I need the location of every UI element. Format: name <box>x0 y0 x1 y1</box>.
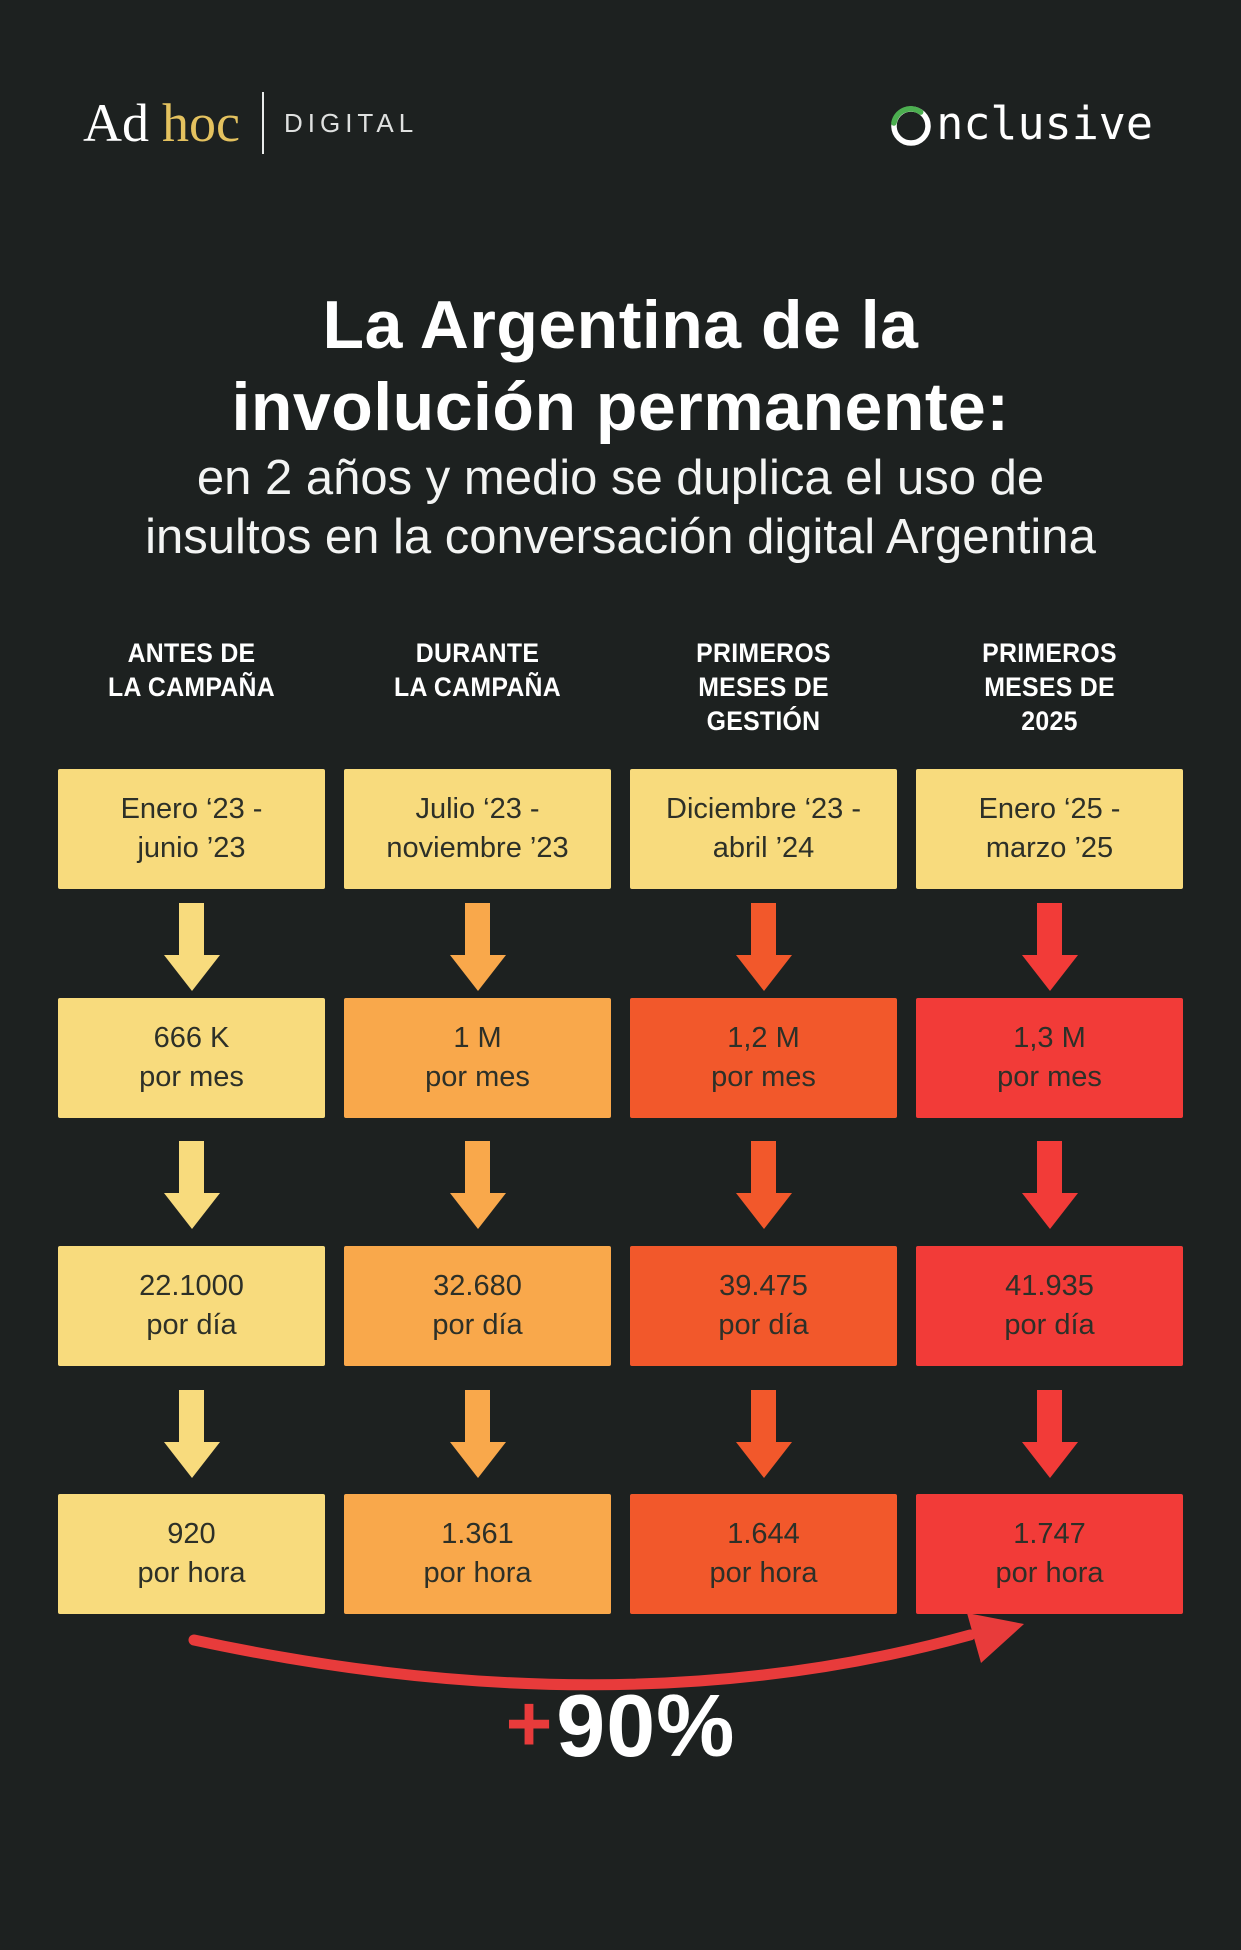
page-title: La Argentina de la involución permanente… <box>231 286 1010 445</box>
arrow-row-3 <box>58 1390 1183 1478</box>
column-header-durante-campana: DURANTE LA CAMPAÑA <box>394 638 561 703</box>
per-month-box-col3: 1,2 M por mes <box>630 998 897 1118</box>
down-arrow-icon <box>1021 1141 1078 1229</box>
per-hour-row: 920 por hora 1.361 por hora 1.644 por ho… <box>58 1494 1183 1614</box>
growth-label: +90% <box>0 1676 1241 1775</box>
onclusive-logo: nclusive <box>888 97 1153 150</box>
per-hour-box-col4: 1.747 por hora <box>916 1494 1183 1614</box>
per-month-box-col4: 1,3 M por mes <box>916 998 1183 1118</box>
down-arrow-icon <box>449 903 506 991</box>
down-arrow-icon <box>735 1141 792 1229</box>
per-month-box-col2: 1 M por mes <box>344 998 611 1118</box>
per-hour-box-col3: 1.644 por hora <box>630 1494 897 1614</box>
adhoc-digital-text: DIGITAL <box>283 107 419 138</box>
down-arrow-icon <box>449 1390 506 1478</box>
adhoc-ad-text: Ad <box>83 93 149 153</box>
per-month-row: 666 K por mes 1 M por mes 1,2 M por mes … <box>58 998 1183 1118</box>
period-box-col1: Enero ‘23 - junio ’23 <box>58 769 325 889</box>
arrow-row-2 <box>58 1141 1183 1229</box>
per-hour-box-col2: 1.361 por hora <box>344 1494 611 1614</box>
period-row: Enero ‘23 - junio ’23 Julio ‘23 - noviem… <box>58 769 1183 889</box>
column-headers-row: ANTES DE LA CAMPAÑA DURANTE LA CAMPAÑA P… <box>58 636 1183 738</box>
period-box-col2: Julio ‘23 - noviembre ’23 <box>344 769 611 889</box>
page-subtitle: en 2 años y medio se duplica el uso de i… <box>145 450 1096 565</box>
down-arrow-icon <box>163 1141 220 1229</box>
growth-plus-sign: + <box>505 1679 554 1768</box>
down-arrow-icon <box>163 1390 220 1478</box>
per-day-box-col1: 22.1000 por día <box>58 1246 325 1366</box>
column-header-antes-campana: ANTES DE LA CAMPAÑA <box>108 638 275 703</box>
growth-curve-arrow-icon <box>188 1613 1024 1691</box>
down-arrow-icon <box>449 1141 506 1229</box>
per-day-box-col2: 32.680 por día <box>344 1246 611 1366</box>
per-day-box-col3: 39.475 por día <box>630 1246 897 1366</box>
adhoc-digital-logo: Ad hoc DIGITAL <box>83 92 418 154</box>
per-hour-box-col1: 920 por hora <box>58 1494 325 1614</box>
period-box-col3: Diciembre ‘23 - abril ’24 <box>630 769 897 889</box>
per-day-box-col4: 41.935 por día <box>916 1246 1183 1366</box>
per-month-box-col1: 666 K por mes <box>58 998 325 1118</box>
period-box-col4: Enero ‘25 - marzo ’25 <box>916 769 1183 889</box>
onclusive-text: nclusive <box>936 96 1153 150</box>
column-header-primeros-meses-2025: PRIMEROS MESES DE 2025 <box>982 638 1117 737</box>
down-arrow-icon <box>735 903 792 991</box>
growth-percentage: 90% <box>556 1676 736 1775</box>
down-arrow-icon <box>163 903 220 991</box>
arrow-row-1 <box>58 903 1183 991</box>
column-header-primeros-meses-gestion: PRIMEROS MESES DE GESTIÓN <box>696 638 831 737</box>
onclusive-o-icon <box>891 105 931 146</box>
per-day-row: 22.1000 por día 32.680 por día 39.475 po… <box>58 1246 1183 1366</box>
down-arrow-icon <box>1021 903 1078 991</box>
logo-bar: Ad hoc DIGITAL nclusive <box>83 88 1153 158</box>
down-arrow-icon <box>735 1390 792 1478</box>
adhoc-hoc-text: hoc <box>162 93 240 153</box>
down-arrow-icon <box>1021 1390 1078 1478</box>
logo-divider <box>261 92 264 154</box>
